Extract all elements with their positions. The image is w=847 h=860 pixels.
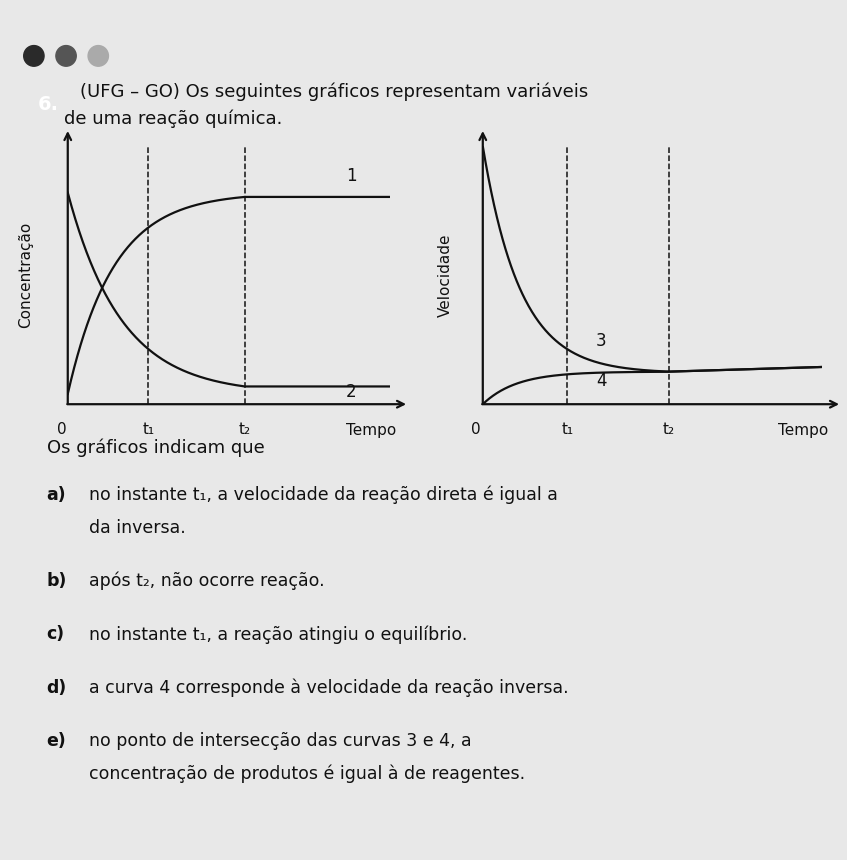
Text: b): b) <box>47 572 67 590</box>
Text: d): d) <box>47 679 67 697</box>
Text: Concentração: Concentração <box>19 222 33 329</box>
Text: Os gráficos indicam que: Os gráficos indicam que <box>47 439 264 458</box>
Text: 0: 0 <box>57 422 66 438</box>
Text: de uma reação química.: de uma reação química. <box>64 109 282 128</box>
Text: da inversa.: da inversa. <box>89 519 185 537</box>
Text: a): a) <box>47 486 66 504</box>
Text: Tempo: Tempo <box>778 422 828 438</box>
Text: concentração de produtos é igual à de reagentes.: concentração de produtos é igual à de re… <box>89 765 525 783</box>
Text: t₂: t₂ <box>239 422 251 438</box>
Text: no instante t₁, a velocidade da reação direta é igual a: no instante t₁, a velocidade da reação d… <box>89 486 558 505</box>
Text: t₂: t₂ <box>663 422 675 438</box>
Text: t₁: t₁ <box>562 422 573 438</box>
Text: (UFG – GO) Os seguintes gráficos representam variáveis: (UFG – GO) Os seguintes gráficos represe… <box>80 83 589 101</box>
Text: no instante t₁, a reação atingiu o equilíbrio.: no instante t₁, a reação atingiu o equil… <box>89 625 468 644</box>
Text: no ponto de intersecção das curvas 3 e 4, a: no ponto de intersecção das curvas 3 e 4… <box>89 732 472 750</box>
Text: c): c) <box>47 625 64 643</box>
Text: após t₂, não ocorre reação.: após t₂, não ocorre reação. <box>89 572 324 591</box>
Text: Velocidade: Velocidade <box>438 233 453 317</box>
Text: e): e) <box>47 732 66 750</box>
Text: 2: 2 <box>346 383 357 401</box>
Text: Tempo: Tempo <box>346 422 396 438</box>
Text: a curva 4 corresponde à velocidade da reação inversa.: a curva 4 corresponde à velocidade da re… <box>89 679 568 697</box>
Text: 0: 0 <box>471 422 481 438</box>
Text: 6.: 6. <box>38 95 59 114</box>
Text: t₁: t₁ <box>142 422 154 438</box>
Text: 4: 4 <box>596 372 606 390</box>
Text: 3: 3 <box>596 332 606 350</box>
Text: 1: 1 <box>346 168 357 186</box>
